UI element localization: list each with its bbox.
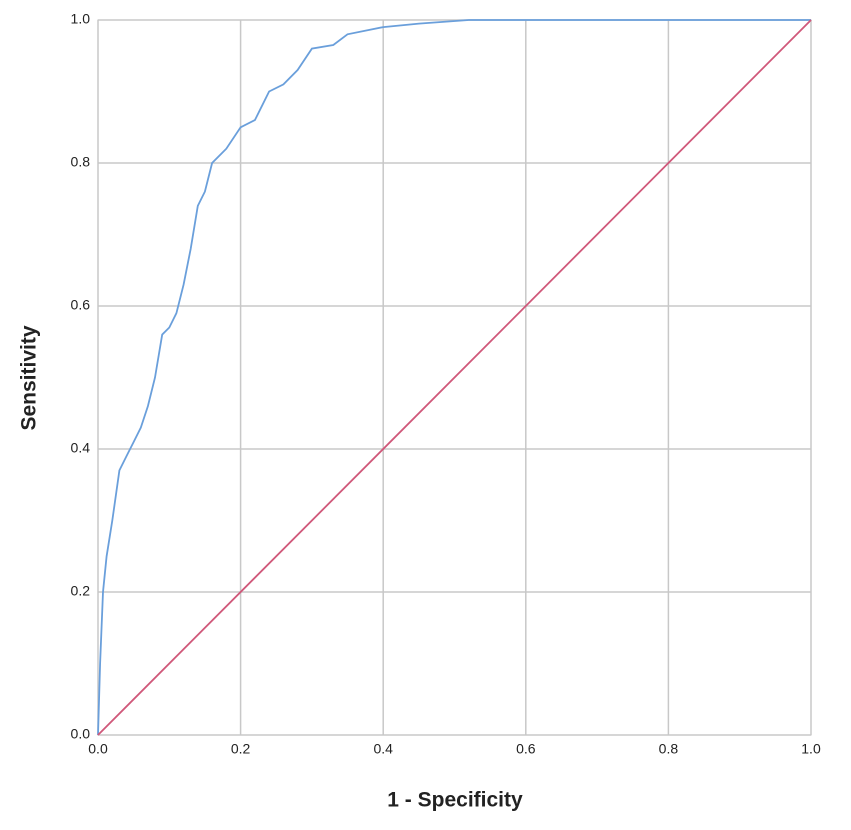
x-tick-label: 0.6 [516,741,536,757]
y-tick-label: 0.6 [71,297,91,313]
series-line [97,19,812,736]
y-tick-label: 0.2 [71,583,91,599]
y-tick-label: 0.0 [71,726,91,742]
x-tick-label: 1.0 [801,741,821,757]
series-line [97,19,811,736]
x-tick-label: 0.4 [373,741,393,757]
x-tick-label: 0.0 [88,741,108,757]
y-tick-label: 0.4 [71,440,91,456]
y-tick-label: 1.0 [71,11,91,27]
x-axis-title: 1 - Specificity [387,789,523,812]
y-tick-label: 0.8 [71,154,91,170]
y-axis-title: Sensitivity [18,325,41,430]
x-tick-label: 0.2 [231,741,251,757]
x-tick-label: 0.8 [659,741,679,757]
